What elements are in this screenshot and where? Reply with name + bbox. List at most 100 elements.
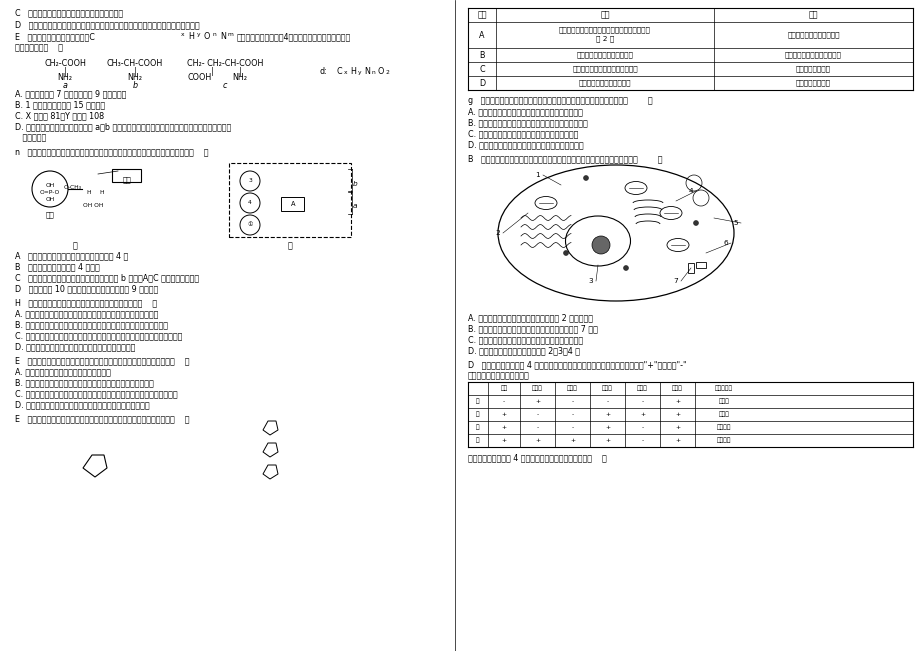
Text: +: + — [501, 425, 506, 430]
Text: 中心体: 中心体 — [636, 385, 647, 391]
Text: B. 1 个该分子水解需要 15 个水分子: B. 1 个该分子水解需要 15 个水分子 — [15, 100, 105, 109]
Text: 叶绿体: 叶绿体 — [566, 385, 577, 391]
Circle shape — [562, 251, 568, 255]
Text: CH₂- CH₂-CH-COOH: CH₂- CH₂-CH-COOH — [187, 59, 263, 68]
Text: 问：甲、乙、丙、丁 4 种细胞最可能各自下列哪种生物（    ）: 问：甲、乙、丙、丁 4 种细胞最可能各自下列哪种生物（ ） — [468, 453, 607, 462]
Text: 表示无）。根据下表回答问题: 表示无）。根据下表回答问题 — [468, 371, 529, 380]
Text: A: A — [479, 31, 484, 40]
Text: 2: 2 — [386, 70, 390, 75]
Text: -: - — [503, 399, 505, 404]
Text: a: a — [353, 203, 357, 209]
Text: -: - — [641, 425, 643, 430]
Text: H: H — [349, 67, 356, 76]
Text: b: b — [132, 81, 138, 90]
Text: O=P-O: O=P-O — [40, 190, 60, 195]
Text: 细胞膜中含蛋白质: 细胞膜中含蛋白质 — [795, 66, 830, 72]
Text: 磷酸: 磷酸 — [46, 211, 54, 217]
Text: +: + — [605, 425, 609, 430]
Text: A. 细胞间信息交流的受体都存在于细胞膜上: A. 细胞间信息交流的受体都存在于细胞膜上 — [15, 367, 111, 376]
Text: +: + — [675, 412, 679, 417]
Text: D. 该细胞中具有膜结构的细胞器有 2、3、4 等: D. 该细胞中具有膜结构的细胞器有 2、3、4 等 — [468, 346, 579, 355]
Text: -: - — [606, 399, 607, 404]
Circle shape — [623, 266, 628, 271]
Text: H: H — [99, 190, 104, 195]
Text: +: + — [675, 425, 679, 430]
Text: +: + — [640, 412, 644, 417]
Text: 乙: 乙 — [476, 411, 480, 417]
Text: +: + — [605, 438, 609, 443]
Text: n: n — [371, 70, 375, 75]
Text: 5: 5 — [732, 220, 738, 226]
Text: B   图乙分子完全水解得到 4 种分子: B 图乙分子完全水解得到 4 种分子 — [15, 262, 99, 271]
Text: O-CH₃: O-CH₃ — [64, 185, 82, 190]
Text: 细胞膜中含有脂质: 细胞膜中含有脂质 — [795, 79, 830, 87]
Text: A. 若该图表示人的心肌细胞，则该细胞中 2 的数量较多: A. 若该图表示人的心肌细胞，则该细胞中 2 的数量较多 — [468, 313, 593, 322]
Text: B. 与动物细胞有丝分裂直接相关的细胞器是图中的 7 结构: B. 与动物细胞有丝分裂直接相关的细胞器是图中的 7 结构 — [468, 324, 597, 333]
Text: O: O — [204, 32, 210, 41]
Text: y: y — [357, 70, 361, 75]
Text: 纤维素处理: 纤维素处理 — [714, 385, 732, 391]
Text: 甲: 甲 — [476, 398, 480, 404]
Text: E   某链状十六肽分子的分子式为C: E 某链状十六肽分子的分子式为C — [15, 32, 95, 41]
Text: B: B — [479, 51, 484, 59]
Text: N: N — [220, 32, 226, 41]
Text: A: A — [290, 201, 295, 207]
Text: B   如图是高等动物细胞的亚显微结构模式图，根据图示，下列叙述错误的是（        ）: B 如图是高等动物细胞的亚显微结构模式图，根据图示，下列叙述错误的是（ ） — [468, 154, 662, 163]
Text: |: | — [238, 67, 241, 76]
Text: A   图甲中所示物质是脱氧核苷酸，人体内有 4 种: A 图甲中所示物质是脱氧核苷酸，人体内有 4 种 — [15, 251, 128, 260]
Text: D   高温消毒破坏了蛋白质的空间结构使蛋白质永久失活，不能再使用双缩脲试剂鉴定: D 高温消毒破坏了蛋白质的空间结构使蛋白质永久失活，不能再使用双缩脲试剂鉴定 — [15, 20, 199, 29]
Text: |: | — [133, 67, 136, 76]
Text: D. 若利用酶将该十六肽分子中所有 a、b 氨基酸参与形成的肽键全部水解，产物除氨基酸外至少得: D. 若利用酶将该十六肽分子中所有 a、b 氨基酸参与形成的肽键全部水解，产物除… — [15, 122, 231, 131]
Text: 无变化: 无变化 — [718, 411, 729, 417]
Text: n   图甲为某种核苷酸示意图，图乙为某核苷酸链示意图，下列有关说法正确的是（    ）: n 图甲为某种核苷酸示意图，图乙为某核苷酸链示意图，下列有关说法正确的是（ ） — [15, 148, 209, 157]
Text: D: D — [479, 79, 484, 87]
Text: -: - — [571, 425, 573, 430]
Text: -: - — [641, 438, 643, 443]
Text: d:: d: — [320, 67, 327, 76]
Text: A. 该分子中存在 7 个游离氨基和 9 个游离羧基: A. 该分子中存在 7 个游离氨基和 9 个游离羧基 — [15, 89, 126, 98]
Text: D. 昆虫雌性吸引雄性发出信息素体现了细胞膜的信息交流功能: D. 昆虫雌性吸引雄性发出信息素体现了细胞膜的信息交流功能 — [15, 400, 150, 409]
Text: +: + — [675, 438, 679, 443]
Text: 2: 2 — [495, 230, 500, 236]
Text: CH₃-CH-COOH: CH₃-CH-COOH — [107, 59, 163, 68]
Text: 7: 7 — [673, 278, 677, 284]
Text: C. X 数值是 81；Y 数值是 108: C. X 数值是 81；Y 数值是 108 — [15, 111, 104, 120]
Text: 线粒体: 线粒体 — [601, 385, 612, 391]
Text: OH OH: OH OH — [83, 203, 103, 208]
Text: 丁: 丁 — [476, 437, 480, 443]
Text: +: + — [501, 412, 506, 417]
Text: b: b — [353, 181, 357, 187]
Text: A. 多聚体属于生物大分子，是由单体形成的聚合物，以碳链为骨架: A. 多聚体属于生物大分子，是由单体形成的聚合物，以碳链为骨架 — [15, 309, 158, 318]
Circle shape — [693, 221, 698, 225]
Text: 法不正确的是（    ）: 法不正确的是（ ） — [15, 43, 62, 52]
Text: 4: 4 — [688, 188, 693, 194]
Text: m: m — [228, 32, 233, 37]
Text: +: + — [675, 399, 679, 404]
Text: a: a — [62, 81, 67, 90]
Text: C: C — [479, 64, 484, 74]
Text: 碱基: 碱基 — [122, 176, 131, 183]
Text: NH₂: NH₂ — [233, 73, 247, 82]
Text: OH: OH — [45, 183, 54, 188]
Text: 人红细胞膜中脂质铺成单分子层后是细胞表面积: 人红细胞膜中脂质铺成单分子层后是细胞表面积 — [559, 26, 651, 33]
Bar — [696, 262, 705, 268]
Text: +: + — [501, 438, 506, 443]
Text: 无变化: 无变化 — [718, 398, 729, 404]
Text: 外层破坏: 外层破坏 — [716, 424, 731, 430]
Text: B. 相同单体在集合后形成不同结构的分子，导致纤维素和淀粉性质不同: B. 相同单体在集合后形成不同结构的分子，导致纤维素和淀粉性质不同 — [15, 320, 168, 329]
Text: ①: ① — [247, 223, 253, 227]
Text: -: - — [536, 412, 538, 417]
Text: 核糖体: 核糖体 — [672, 385, 682, 391]
Text: C: C — [336, 67, 342, 76]
Text: C   蛋白质的结构多样性是生物多样性的根本原因: C 蛋白质的结构多样性是生物多样性的根本原因 — [15, 8, 123, 17]
Text: NH₂: NH₂ — [57, 73, 73, 82]
Text: 脂溶性物质更易通过细胞膜: 脂溶性物质更易通过细胞膜 — [578, 79, 630, 87]
Text: H: H — [86, 190, 91, 195]
Text: NH₂: NH₂ — [128, 73, 142, 82]
Text: c: c — [222, 81, 227, 90]
Text: E   多细胞生物体内细胞之间需要进行信息交流。下列相关叙述正确的是（    ）: E 多细胞生物体内细胞之间需要进行信息交流。下列相关叙述正确的是（ ） — [15, 356, 189, 365]
Text: |: | — [210, 67, 213, 76]
Text: 6: 6 — [723, 240, 728, 246]
Text: 到两条肽链: 到两条肽链 — [15, 133, 46, 142]
Text: 叶绿素: 叶绿素 — [531, 385, 542, 391]
